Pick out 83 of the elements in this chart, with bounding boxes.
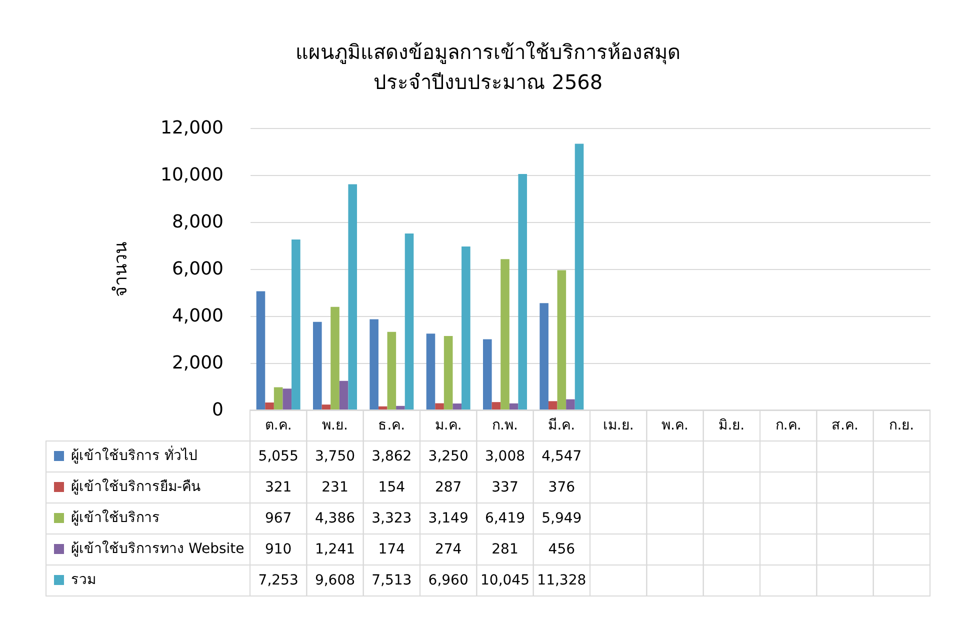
data-label: 7,513 bbox=[372, 572, 412, 588]
bar bbox=[282, 388, 292, 410]
data-label: 967 bbox=[264, 510, 292, 526]
data-label: 5,949 bbox=[542, 510, 582, 526]
data-label: 4,386 bbox=[314, 510, 356, 526]
y-axis-title: จำนวน bbox=[110, 242, 132, 297]
x-tick-label: พ.ค. bbox=[662, 418, 688, 434]
data-label: 281 bbox=[492, 542, 518, 558]
data-label: 4,547 bbox=[542, 448, 582, 464]
bar bbox=[330, 306, 340, 410]
data-label: 154 bbox=[378, 480, 406, 496]
bar bbox=[548, 401, 558, 410]
bar bbox=[265, 402, 274, 410]
x-tick-label: ส.ค. bbox=[832, 418, 858, 434]
y-tick-label: 6,000 bbox=[172, 258, 224, 280]
y-tick-label: 0 bbox=[212, 400, 224, 420]
data-label: 337 bbox=[492, 480, 518, 496]
y-tick-label: 4,000 bbox=[172, 306, 224, 326]
data-label: 3,750 bbox=[314, 448, 356, 464]
legend-label: ผู้เข้าใช้บริการทาง Website bbox=[71, 540, 244, 557]
y-tick-label: 8,000 bbox=[172, 212, 224, 232]
data-label: 321 bbox=[264, 480, 292, 496]
x-tick-label: ก.พ. bbox=[492, 418, 518, 434]
bar bbox=[274, 387, 283, 410]
bar bbox=[404, 233, 414, 410]
bar bbox=[339, 380, 348, 410]
y-tick-label: 12,000 bbox=[160, 118, 224, 138]
data-label: 6,960 bbox=[428, 572, 468, 588]
data-label: 3,008 bbox=[484, 448, 526, 464]
data-label: 3,250 bbox=[428, 448, 468, 464]
bar bbox=[444, 336, 453, 410]
x-tick-label: ก.ค. bbox=[775, 418, 802, 434]
bar bbox=[313, 322, 322, 410]
bar bbox=[387, 332, 396, 410]
chart-title: แผนภูมิแสดงข้อมูลการเข้าใช้บริการห้องสมุด bbox=[296, 40, 680, 65]
legend-label: รวม bbox=[71, 572, 96, 588]
bar bbox=[435, 403, 444, 410]
bar bbox=[483, 339, 492, 410]
data-label: 456 bbox=[548, 542, 576, 558]
bar bbox=[462, 246, 470, 410]
data-label: 3,862 bbox=[372, 448, 412, 464]
bar bbox=[500, 259, 510, 410]
data-label: 231 bbox=[322, 480, 348, 496]
x-tick-label: มิ.ย. bbox=[718, 418, 745, 434]
x-tick-label: ก.ย. bbox=[889, 418, 914, 434]
legend-label: ผู้เข้าใช้บริการยืม-คืน bbox=[71, 478, 202, 495]
data-label: 3,149 bbox=[428, 510, 468, 526]
bar bbox=[292, 240, 300, 410]
x-tick-label: เม.ย. bbox=[602, 418, 634, 434]
bar bbox=[256, 291, 266, 410]
legend-label: ผู้เข้าใช้บริการ bbox=[71, 509, 160, 526]
data-label: 5,055 bbox=[258, 448, 298, 464]
data-label: 9,608 bbox=[314, 572, 356, 588]
bar bbox=[557, 270, 566, 410]
bar bbox=[426, 334, 436, 410]
x-tick-label: ธ.ค. bbox=[378, 418, 406, 434]
bar bbox=[370, 319, 378, 410]
bar bbox=[348, 184, 357, 410]
data-label: 10,045 bbox=[480, 572, 530, 588]
x-tick-label: ต.ค. bbox=[264, 418, 292, 434]
x-tick-label: ม.ค. bbox=[434, 418, 462, 434]
data-label: 287 bbox=[434, 480, 462, 496]
legend-label: ผู้เข้าใช้บริการ ทั่วไป bbox=[71, 446, 198, 464]
data-label: 3,323 bbox=[372, 510, 412, 526]
bar bbox=[566, 399, 575, 410]
data-label: 174 bbox=[378, 542, 406, 558]
data-label: 11,328 bbox=[537, 572, 586, 588]
bar bbox=[540, 303, 548, 410]
data-label: 7,253 bbox=[258, 572, 298, 588]
y-tick-label: 2,000 bbox=[172, 352, 224, 374]
chart-subtitle: ประจำปีงบประมาณ 2568 bbox=[373, 70, 603, 94]
bar bbox=[452, 404, 462, 410]
y-tick-label: 10,000 bbox=[160, 164, 224, 186]
data-label: 1,241 bbox=[314, 542, 356, 558]
x-tick-label: มี.ค. bbox=[548, 418, 576, 434]
bar bbox=[492, 402, 501, 410]
bar bbox=[574, 144, 584, 410]
data-label: 376 bbox=[548, 480, 576, 496]
x-tick-label: พ.ย. bbox=[322, 418, 348, 434]
data-label: 910 bbox=[264, 542, 292, 558]
data-label: 6,419 bbox=[484, 510, 526, 526]
data-label: 274 bbox=[434, 542, 462, 558]
bar bbox=[518, 174, 527, 410]
